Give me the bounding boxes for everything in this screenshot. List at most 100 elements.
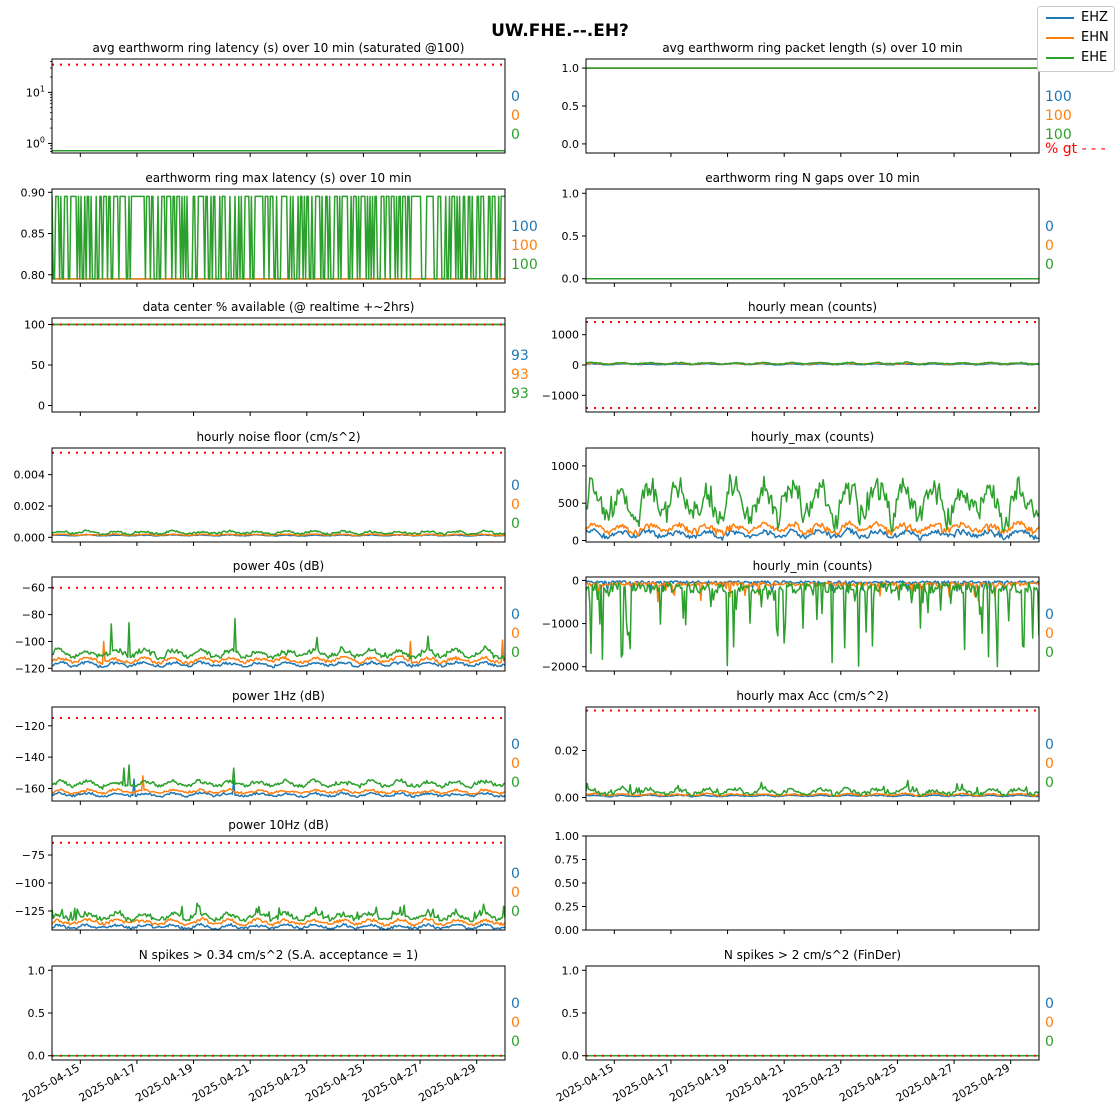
- pct-gt-value: 0: [511, 866, 520, 882]
- y-tick-label: 1000: [551, 460, 579, 473]
- y-tick-label: 0.00: [555, 924, 580, 937]
- series-line-ehn: [52, 533, 505, 537]
- plot-frame: [585, 706, 1040, 802]
- legend-swatch-ehe: [1046, 56, 1074, 59]
- series-line-ehz: [52, 778, 505, 799]
- y-tick-label: 0.5: [562, 230, 580, 243]
- y-tick-label: 0.0: [562, 1050, 580, 1063]
- plot-frame: [51, 188, 506, 284]
- pct-gt-value: 0: [511, 1034, 520, 1050]
- pct-gt-value: 0: [1045, 238, 1054, 254]
- series-line-ehe: [52, 764, 505, 790]
- plot-frame: [585, 317, 1040, 413]
- legend-item-ehn: EHN: [1046, 29, 1109, 47]
- pct-gt-value: 100: [1045, 127, 1072, 143]
- x-tick-label: 2025-04-29: [416, 1061, 478, 1104]
- x-tick-label: 2025-04-21: [190, 1061, 252, 1104]
- y-tick-label: 1000: [551, 329, 579, 342]
- legend-label-ehe: EHE: [1081, 50, 1108, 65]
- pct-gt-value: 0: [511, 775, 520, 791]
- pct-gt-value: 0: [511, 885, 520, 901]
- x-tick-label: 2025-04-27: [360, 1061, 422, 1104]
- x-tick-label: 2025-04-15: [554, 1061, 616, 1104]
- pct-gt-value: 0: [511, 89, 520, 105]
- subplot-title: power 10Hz (dB): [228, 818, 329, 832]
- pct-gt-value: 100: [1045, 89, 1072, 105]
- series-line-ehe: [52, 617, 505, 661]
- series-line-ehz: [52, 660, 505, 669]
- pct-gt-value: 0: [1045, 756, 1054, 772]
- x-tick-label: 2025-04-15: [20, 1061, 82, 1104]
- legend-label-ehn: EHN: [1081, 30, 1109, 45]
- subplot-title: power 40s (dB): [233, 559, 324, 573]
- subplot-p7: hourly_max (counts) 0 500 1000: [551, 430, 1040, 548]
- pct-gt-value: 0: [511, 478, 520, 494]
- x-tick-label: 2025-04-17: [77, 1061, 139, 1104]
- subplot-title: avg earthworm ring latency (s) over 10 m…: [93, 41, 465, 55]
- x-tick-label: 2025-04-27: [894, 1061, 956, 1104]
- pct-gt-value: 0: [511, 737, 520, 753]
- pct-gt-value: 0: [1045, 1015, 1054, 1031]
- subplot-title: hourly mean (counts): [748, 300, 877, 314]
- pct-gt-value: 93: [511, 386, 529, 402]
- pct-gt-value: 0: [511, 996, 520, 1012]
- y-tick-label: 0.00: [555, 791, 580, 804]
- pct-gt-key: % gt - - -: [1045, 141, 1106, 157]
- y-tick-label: 0.004: [14, 469, 46, 482]
- y-tick-label: 0.0: [562, 273, 580, 286]
- pct-gt-value: 100: [511, 257, 538, 273]
- subplot-title: data center % available (@ realtime +~2h…: [143, 300, 415, 314]
- legend-label-ehz: EHZ: [1081, 10, 1108, 25]
- series-line-ehz: [52, 922, 505, 930]
- series-line-ehn: [52, 775, 505, 795]
- subplot-p11: hourly max Acc (cm/s^2) 0.00 0.02 0 0 0: [555, 689, 1054, 805]
- subplot-p9: hourly_min (counts) −2000 −1000 0 0 0 0: [542, 559, 1054, 675]
- series-line-ehn: [586, 520, 1039, 537]
- subplot-p14: N spikes > 0.34 cm/s^2 (S.A. acceptance …: [20, 948, 520, 1105]
- pct-gt-value: 93: [511, 367, 529, 383]
- subplot-p4: data center % available (@ realtime +~2h…: [24, 300, 529, 416]
- y-tick-label: 1.0: [562, 62, 580, 75]
- subplot-title: hourly_min (counts): [753, 559, 873, 573]
- y-tick-label: 0.80: [21, 269, 46, 282]
- y-tick-label: −140: [15, 751, 45, 764]
- subplot-title: hourly max Acc (cm/s^2): [736, 689, 888, 703]
- y-tick-label: 0.25: [555, 901, 580, 914]
- plot-frame: [51, 706, 506, 802]
- pct-gt-value: 0: [1045, 219, 1054, 235]
- x-tick-label: 2025-04-29: [950, 1061, 1012, 1104]
- pct-gt-value: 0: [1045, 1034, 1054, 1050]
- plot-frame: [51, 965, 506, 1061]
- subplot-p5: hourly mean (counts) −1000 0 1000: [542, 300, 1040, 416]
- legend: EHZ EHN EHE: [1037, 6, 1115, 72]
- x-tick-label: 2025-04-25: [303, 1061, 365, 1104]
- y-tick-label: 50: [31, 359, 45, 372]
- y-tick-label: −120: [15, 720, 45, 733]
- subplot-p12: power 10Hz (dB) −125 −100 −75 0 0 0: [15, 818, 520, 934]
- pct-gt-value: 0: [511, 904, 520, 920]
- y-tick-label: 0.002: [14, 500, 46, 513]
- x-tick-label: 2025-04-21: [724, 1061, 786, 1104]
- series-line-ehe: [52, 195, 505, 280]
- x-tick-label: 2025-04-19: [133, 1061, 195, 1104]
- y-tick-label: 1.0: [28, 964, 46, 977]
- subplot-p0: avg earthworm ring latency (s) over 10 m…: [26, 41, 520, 157]
- series-line-ehn: [52, 917, 505, 927]
- y-tick-label: 0.5: [28, 1007, 46, 1020]
- x-tick-label: 2025-04-25: [837, 1061, 899, 1104]
- y-tick-label: 0.0: [28, 1050, 46, 1063]
- pct-gt-value: 0: [1045, 775, 1054, 791]
- series-line-ehe: [52, 902, 505, 923]
- y-tick-label: −1000: [542, 618, 579, 631]
- legend-swatch-ehz: [1046, 16, 1074, 19]
- pct-gt-value: 0: [1045, 626, 1054, 642]
- y-tick-label: 100: [24, 318, 45, 331]
- y-tick-label: 0.85: [21, 228, 46, 241]
- subplot-title: earthworm ring N gaps over 10 min: [705, 171, 919, 185]
- subplot-title: hourly noise floor (cm/s^2): [196, 430, 360, 444]
- plot-frame: [51, 58, 506, 154]
- y-tick-label: 0: [572, 359, 579, 372]
- y-tick-label: 1.0: [562, 187, 580, 200]
- plot-frame: [51, 835, 506, 931]
